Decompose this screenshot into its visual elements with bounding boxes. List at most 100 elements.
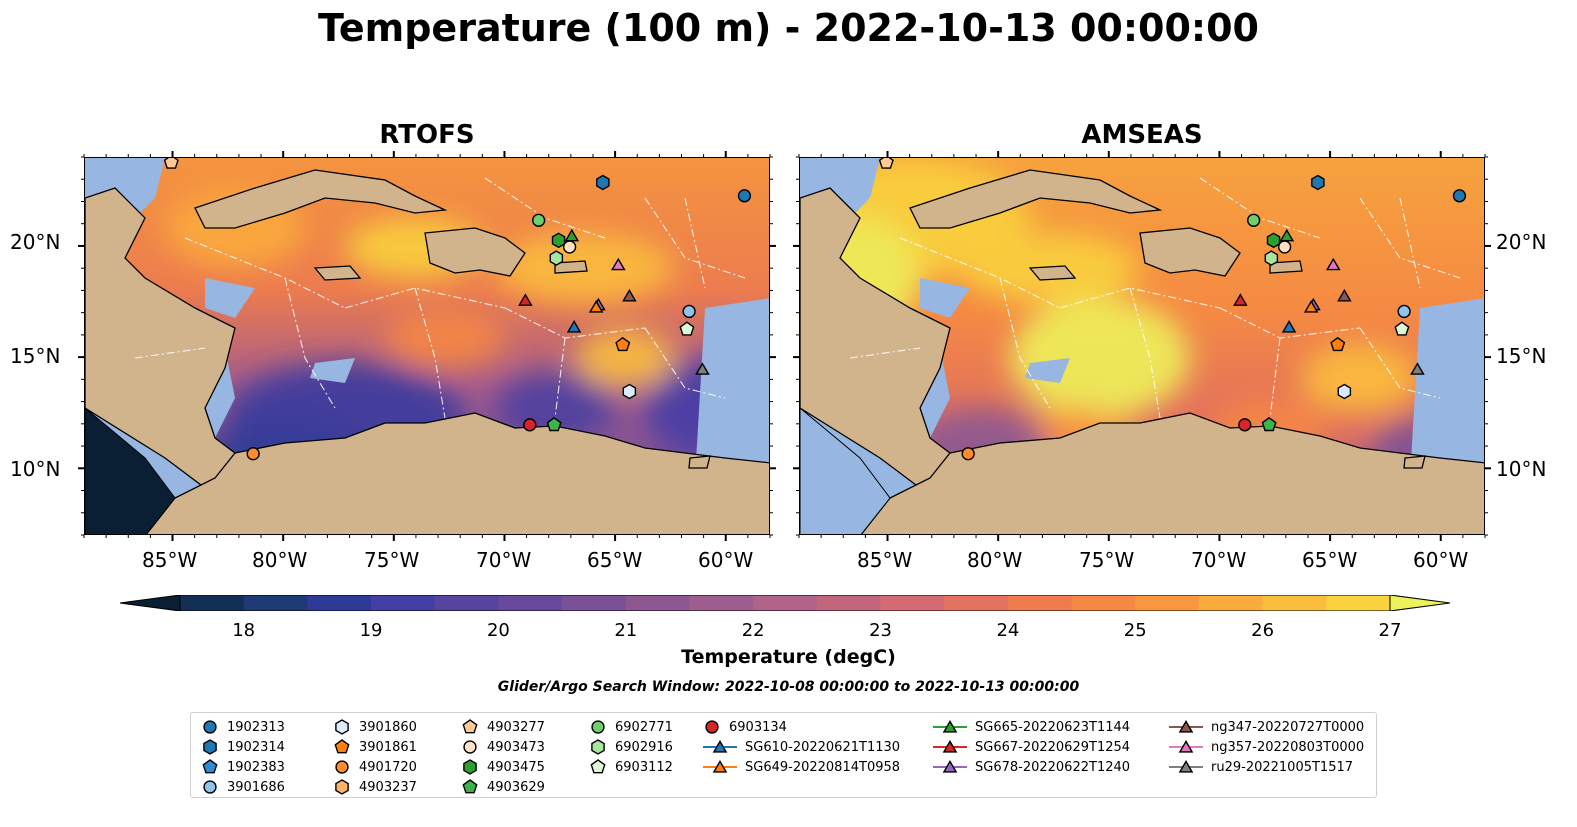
pentagon-icon [462,719,478,734]
legend-item-label: 6903112 [615,759,673,775]
hexagon-marker-icon [335,719,349,735]
colorbar-bin [689,595,754,611]
triangle-marker-icon [703,740,737,753]
pentagon-marker-icon [462,719,478,734]
pentagon-marker-icon [590,759,606,774]
legend-item-label: 1902314 [227,739,285,755]
marker-3901860 [622,383,637,400]
pentagon-icon [462,779,478,794]
marker-6903134 [523,418,537,432]
circle-icon [705,720,719,734]
marker-4903473 [1277,240,1292,254]
marker-6903112 [1394,321,1410,336]
triangle-marker-icon [1169,720,1203,733]
colorbar [120,595,1450,611]
triangle-icon [942,740,958,753]
marker-SG610-20220621T1130 [1281,319,1297,333]
legend-column: 6902771 6902916 6903112 [589,717,673,777]
triangle-icon [712,760,728,773]
colorbar-bin [816,595,882,611]
colorbar-label: Temperature (degC) [681,646,896,668]
hexagon-marker-icon [591,739,605,755]
legend-item-label: 3901860 [359,719,417,735]
x-tick-label-75w: 75°W [1079,548,1135,572]
x-tick-label-70w: 70°W [476,548,532,572]
marker-SG667-20220629T1254 [518,293,533,306]
eez-boundaries [134,177,746,419]
triangle-marker-icon [933,720,967,733]
legend-column: 3901860 3901861 4901720 4903237 [333,717,417,797]
marker-6902916 [1264,250,1279,266]
marker-3901686 [1397,304,1411,319]
legend-item: 1902313 [201,717,285,737]
marker-4901720 [961,447,975,461]
legend-item-label: 4903277 [487,719,545,735]
colorbar-tick-label: 24 [996,620,1020,641]
legend-item: 4903277 [461,717,545,737]
marker-1902313 [737,189,752,203]
colorbar-bin [1326,595,1391,611]
legend-item-label: 4903475 [487,759,545,775]
marker-ru29-20221005T1517 [1410,362,1425,375]
legend-item-label: ru29-20221005T1517 [1211,759,1354,775]
legend-item-label: SG610-20220621T1130 [745,739,901,755]
marker-4903277 [163,158,179,169]
legend-item: ng347-20220727T0000 [1169,717,1364,737]
x-tick-label-60w: 60°W [1413,548,1469,572]
marker-3901861 [615,336,631,352]
marker-4901720 [246,447,260,461]
legend-item-label: SG649-20220814T0958 [745,759,901,775]
marker-1902314 [596,174,610,191]
x-tick-label-60w: 60°W [698,548,754,572]
marker-4903473 [562,240,577,254]
marker-6902771 [531,213,546,227]
triangle-icon [1178,760,1194,773]
legend-item: 4903237 [333,777,417,797]
legend: 1902313 1902314 1902383 3901686 3901860 39018… [190,712,1377,798]
circle-icon [335,760,349,774]
colorbar-bin [1007,595,1073,611]
pentagon-icon [202,759,218,774]
circle-icon [203,720,217,734]
colorbar-tick-label: 22 [741,620,765,641]
legend-item: 3901860 [333,717,417,737]
colorbar-tick-label: 18 [232,620,256,641]
legend-item: 6903112 [589,757,673,777]
marker-SG649-20220814T0958 [588,299,604,313]
x-tick-label-65w: 65°W [1302,548,1358,572]
legend-item-label: 1902313 [227,719,285,735]
legend-column: SG665-20220623T1144 SG667-20220629T1254 SG… [933,717,1130,777]
colorbar-tick-label: 23 [869,620,892,641]
y-tick-label-right-15n: 15°N [1496,344,1547,368]
colorbar-bin [371,595,436,611]
hexagon-icon [335,719,349,735]
triangle-icon [942,760,958,773]
colorbar-tick-label: 25 [1123,620,1147,641]
legend-column: ng347-20220727T0000 ng357-20220803T0000 ru… [1169,717,1364,777]
legend-item-label: 3901686 [227,779,285,795]
triangle-marker-icon [1169,740,1203,753]
legend-item-label: 3901861 [359,739,417,755]
pentagon-marker-icon [334,739,350,754]
colorbar-bin [307,595,372,611]
triangle-icon [1178,740,1194,753]
colorbar-bin [880,595,945,611]
colorbar-bin [434,595,499,611]
pentagon-icon [334,739,350,754]
colorbar-bin [625,595,690,611]
rtofs-map [84,157,770,535]
circle-marker-icon [203,720,217,734]
legend-item: 4901720 [333,757,417,777]
marker-SG610-20220621T1130 [566,319,582,333]
x-tick-label-70w: 70°W [1191,548,1247,572]
y-tick-label-right-20n: 20°N [1496,230,1547,254]
legend-item: 4903629 [461,777,545,797]
colorbar-bin [1071,595,1136,611]
triangle-marker-icon [933,760,967,773]
legend-item: SG678-20220622T1240 [933,757,1130,777]
x-tick-label-65w: 65°W [587,548,643,572]
x-tick-label-80w: 80°W [252,548,308,572]
marker-SG667-20220629T1254 [1233,293,1248,306]
panel-title-rtofs: RTOFS [379,120,475,150]
marker-1902313 [1452,189,1467,203]
